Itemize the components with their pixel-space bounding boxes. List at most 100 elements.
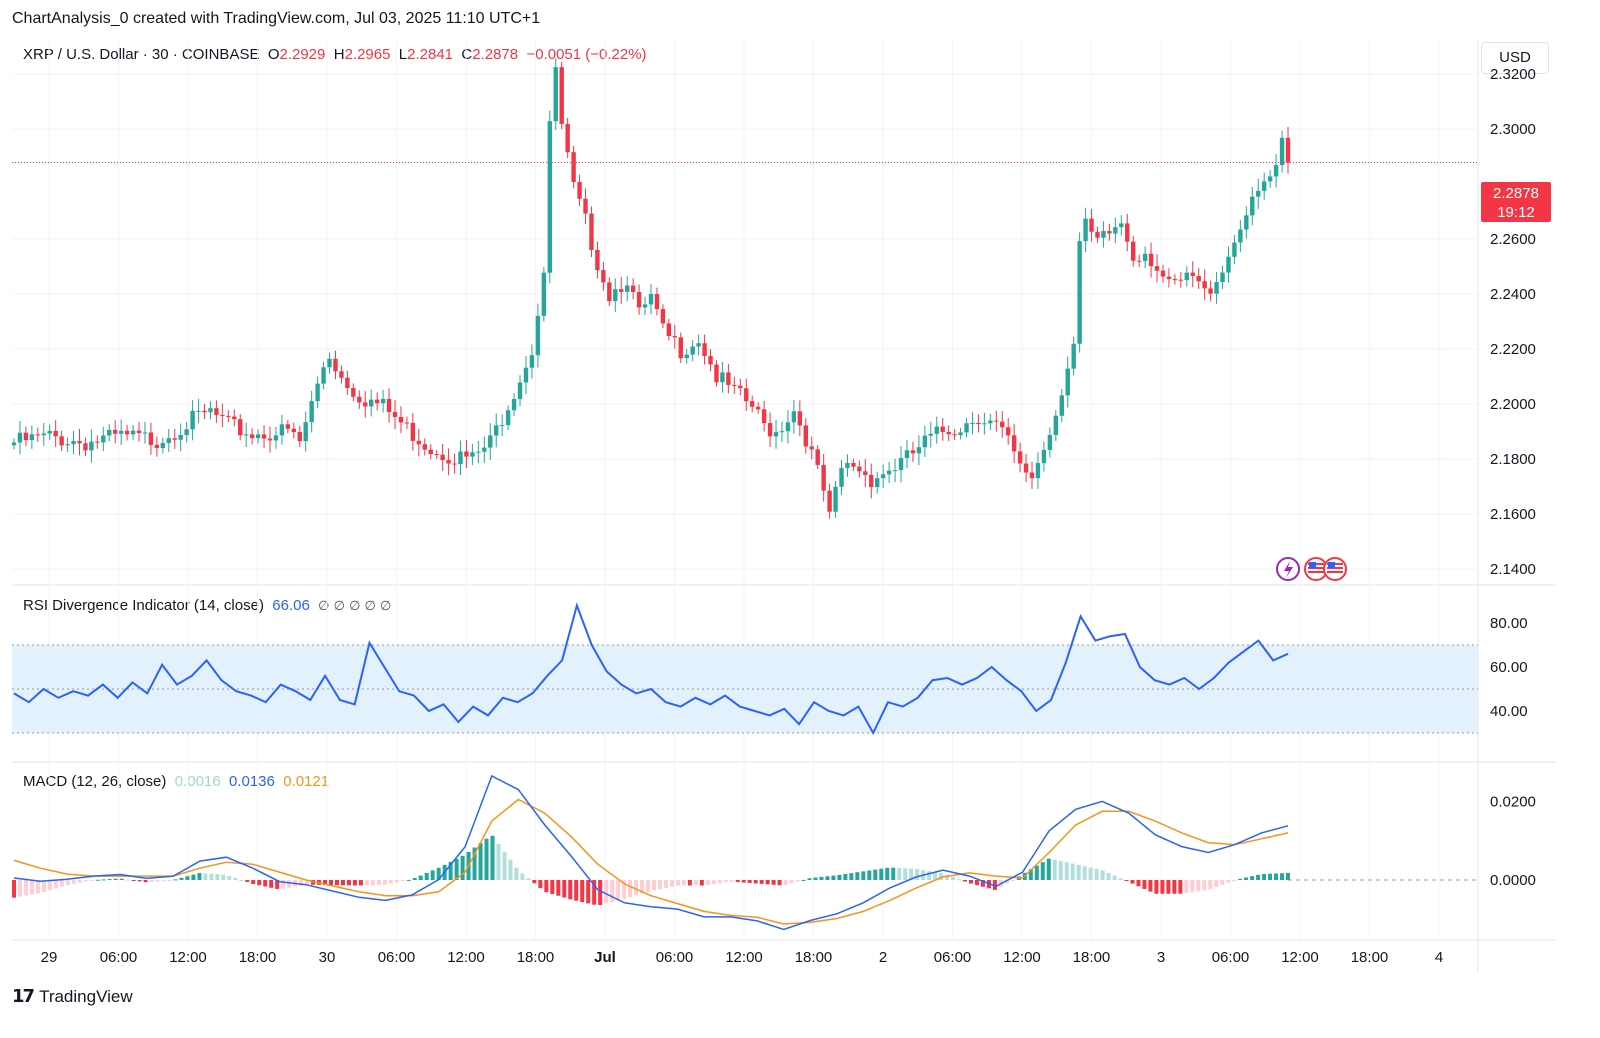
macd-histogram-bar (873, 869, 878, 880)
tradingview-logo[interactable]: 17 TradingView (12, 986, 133, 1007)
candle-body (1178, 279, 1184, 281)
macd-histogram-bar (1154, 880, 1159, 894)
rsi-tick-label: 60.00 (1490, 659, 1528, 676)
candle-body (113, 429, 118, 434)
candle-body (851, 463, 856, 467)
us-flag-icon[interactable] (1304, 557, 1328, 581)
macd-histogram-bar (287, 880, 292, 888)
macd-histogram-bar (1148, 880, 1153, 892)
macd-histogram-bar (705, 880, 710, 885)
bar-countdown: 19:12 (1497, 204, 1535, 221)
candle-body (1190, 272, 1195, 276)
macd-histogram-bar (1220, 880, 1225, 885)
high-value: 2.2965 (344, 46, 391, 63)
macd-histogram-bar (1232, 880, 1237, 881)
rsi-extra-values: ∅ ∅ ∅ ∅ ∅ (318, 599, 392, 614)
candle-body (940, 426, 945, 432)
candle-body (577, 181, 582, 199)
macd-histogram-bar (789, 880, 794, 884)
price-tick-label: 2.3000 (1490, 121, 1536, 138)
currency-button[interactable]: USD (1481, 42, 1549, 74)
macd-legend[interactable]: MACD (12, 26, close) 0.0016 0.0136 0.012… (23, 773, 329, 790)
candle-body (678, 337, 683, 359)
candle-body (1261, 181, 1267, 191)
candle-body (1154, 266, 1160, 271)
macd-histogram-bar (1034, 865, 1039, 880)
macd-histogram-bar (448, 861, 453, 880)
symbol-legend[interactable]: XRP / U.S. Dollar · 30 · COINBASE O2.292… (23, 46, 647, 63)
candle-body (541, 272, 547, 316)
candle-body (190, 411, 195, 430)
candle-body (148, 432, 154, 445)
macd-histogram-bar (1004, 880, 1009, 884)
candle-body (327, 358, 332, 368)
macd-histogram-bar (933, 872, 938, 880)
macd-histogram-bar (891, 867, 896, 880)
macd-histogram-bar (897, 867, 902, 880)
macd-histogram-bar (364, 880, 369, 886)
macd-histogram-bar (544, 880, 549, 893)
candle-body (1047, 434, 1053, 450)
candle-body (595, 249, 600, 271)
macd-histogram-bar (915, 869, 920, 880)
candle-body (523, 367, 529, 383)
candle-body (1101, 231, 1106, 238)
candle-body (494, 425, 499, 436)
macd-histogram-bar (1178, 880, 1183, 894)
macd-histogram-bar (837, 874, 842, 880)
open-value: 2.2929 (279, 46, 326, 63)
macd-histogram-bar (1130, 880, 1135, 884)
price-axis[interactable]: 2.3200 2.3000 2.2600 2.2400 2.2200 2.2000 2.18… (1490, 66, 1536, 889)
time-tick-label: 18:00 (239, 949, 277, 966)
rsi-legend[interactable]: RSI Divergence Indicator (14, close) 66.… (23, 597, 391, 614)
time-tick-label: 06:00 (934, 949, 972, 966)
macd-histogram-bar (251, 880, 256, 885)
candle-body (696, 343, 701, 347)
macd-histogram-bar (1160, 880, 1165, 894)
candle-body (368, 399, 374, 407)
candle-body (428, 449, 433, 455)
candle-body (398, 416, 404, 423)
macd-histogram-bar (382, 880, 387, 885)
macd-histogram-bar (1184, 880, 1189, 894)
macd-series (12, 774, 1478, 931)
macd-histogram-bar (472, 847, 477, 880)
event-icons[interactable] (1276, 557, 1347, 581)
time-axis[interactable]: 29 06:00 12:00 18:00 30 06:00 12:00 18:00 Jul 06:… (41, 949, 1444, 966)
candle-body (470, 452, 475, 457)
lightning-icon[interactable] (1276, 557, 1300, 581)
macd-histogram-bar (179, 877, 184, 880)
macd-histogram-bar (592, 880, 597, 905)
macd-histogram-bar (1214, 880, 1219, 887)
candle-body (333, 358, 338, 372)
macd-histogram-bar (71, 880, 76, 884)
macd-histogram-bar (693, 880, 698, 886)
macd-histogram-bar (1202, 880, 1207, 891)
candle-body (243, 434, 249, 436)
macd-histogram-bar (83, 880, 88, 882)
candle-body (41, 433, 46, 436)
candle-body (559, 67, 564, 124)
candle-body (934, 426, 939, 434)
close-value: 2.2878 (472, 46, 519, 63)
last-price-value: 2.2878 (1493, 185, 1539, 202)
us-flag-icon[interactable] (1323, 557, 1347, 581)
price-tick-label: 2.2000 (1490, 396, 1536, 413)
macd-histogram-bar (879, 868, 884, 880)
macd-histogram-bar (185, 876, 190, 880)
candle-body (404, 422, 410, 424)
candle-body (285, 424, 291, 429)
candle-body (374, 399, 380, 404)
macd-histogram-bar (29, 880, 34, 895)
candle-body (59, 436, 64, 446)
candle-body (154, 444, 160, 449)
candle-body (1125, 223, 1130, 242)
macd-histogram-bar (149, 880, 154, 882)
candle-body (553, 67, 558, 122)
candle-body (464, 451, 469, 457)
macd-histogram-bar (155, 880, 160, 882)
candle-body (660, 309, 666, 324)
candle-body (636, 291, 642, 308)
macd-histogram-bar (657, 880, 662, 890)
